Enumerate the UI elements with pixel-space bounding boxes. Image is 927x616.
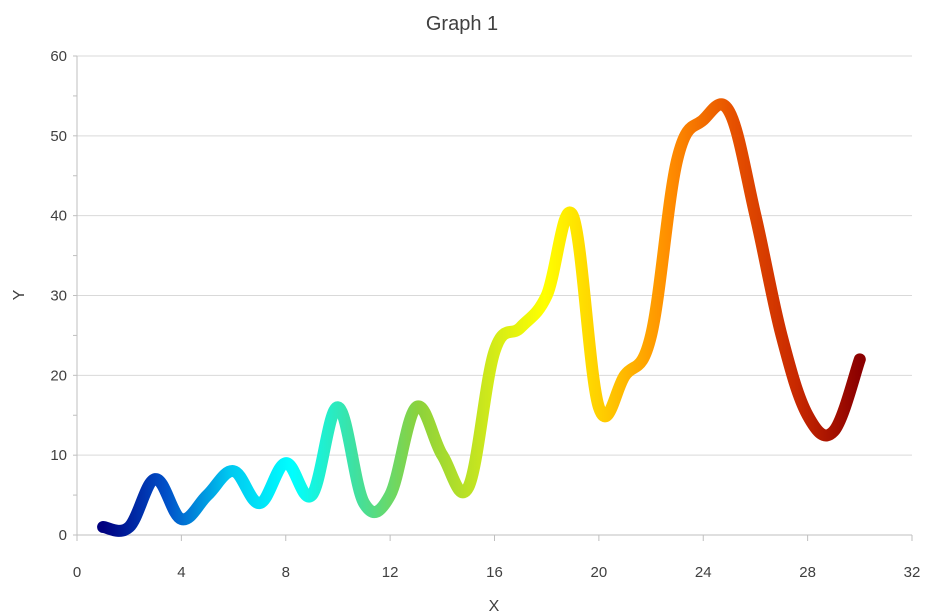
y-tick-label: 10	[50, 447, 67, 464]
y-tick-label: 60	[50, 48, 67, 65]
y-tick-label: 0	[59, 527, 67, 544]
tick-labels: 0 10 20 30 40 50 60 0 4 8 12 16 20 24 28 32	[50, 48, 920, 581]
x-tick-label: 32	[904, 564, 921, 581]
chart-title: Graph 1	[426, 13, 498, 35]
x-tick-label: 4	[177, 564, 185, 581]
data-series	[97, 98, 866, 537]
y-axis-title: Y	[11, 289, 28, 300]
y-tick-label: 20	[50, 367, 67, 384]
y-tick-label: 40	[50, 208, 67, 225]
x-tick-label: 20	[591, 564, 608, 581]
x-axis-title: X	[489, 598, 500, 615]
y-tick-label: 50	[50, 128, 67, 145]
axes	[73, 55, 913, 541]
x-tick-label: 12	[382, 564, 399, 581]
x-tick-label: 0	[73, 564, 81, 581]
y-tick-label: 30	[50, 288, 67, 305]
gridlines	[77, 55, 912, 456]
series-line	[97, 98, 866, 537]
x-tick-label: 28	[799, 564, 816, 581]
x-tick-label: 8	[282, 564, 290, 581]
x-tick-label: 24	[695, 564, 712, 581]
x-tick-label: 16	[486, 564, 503, 581]
